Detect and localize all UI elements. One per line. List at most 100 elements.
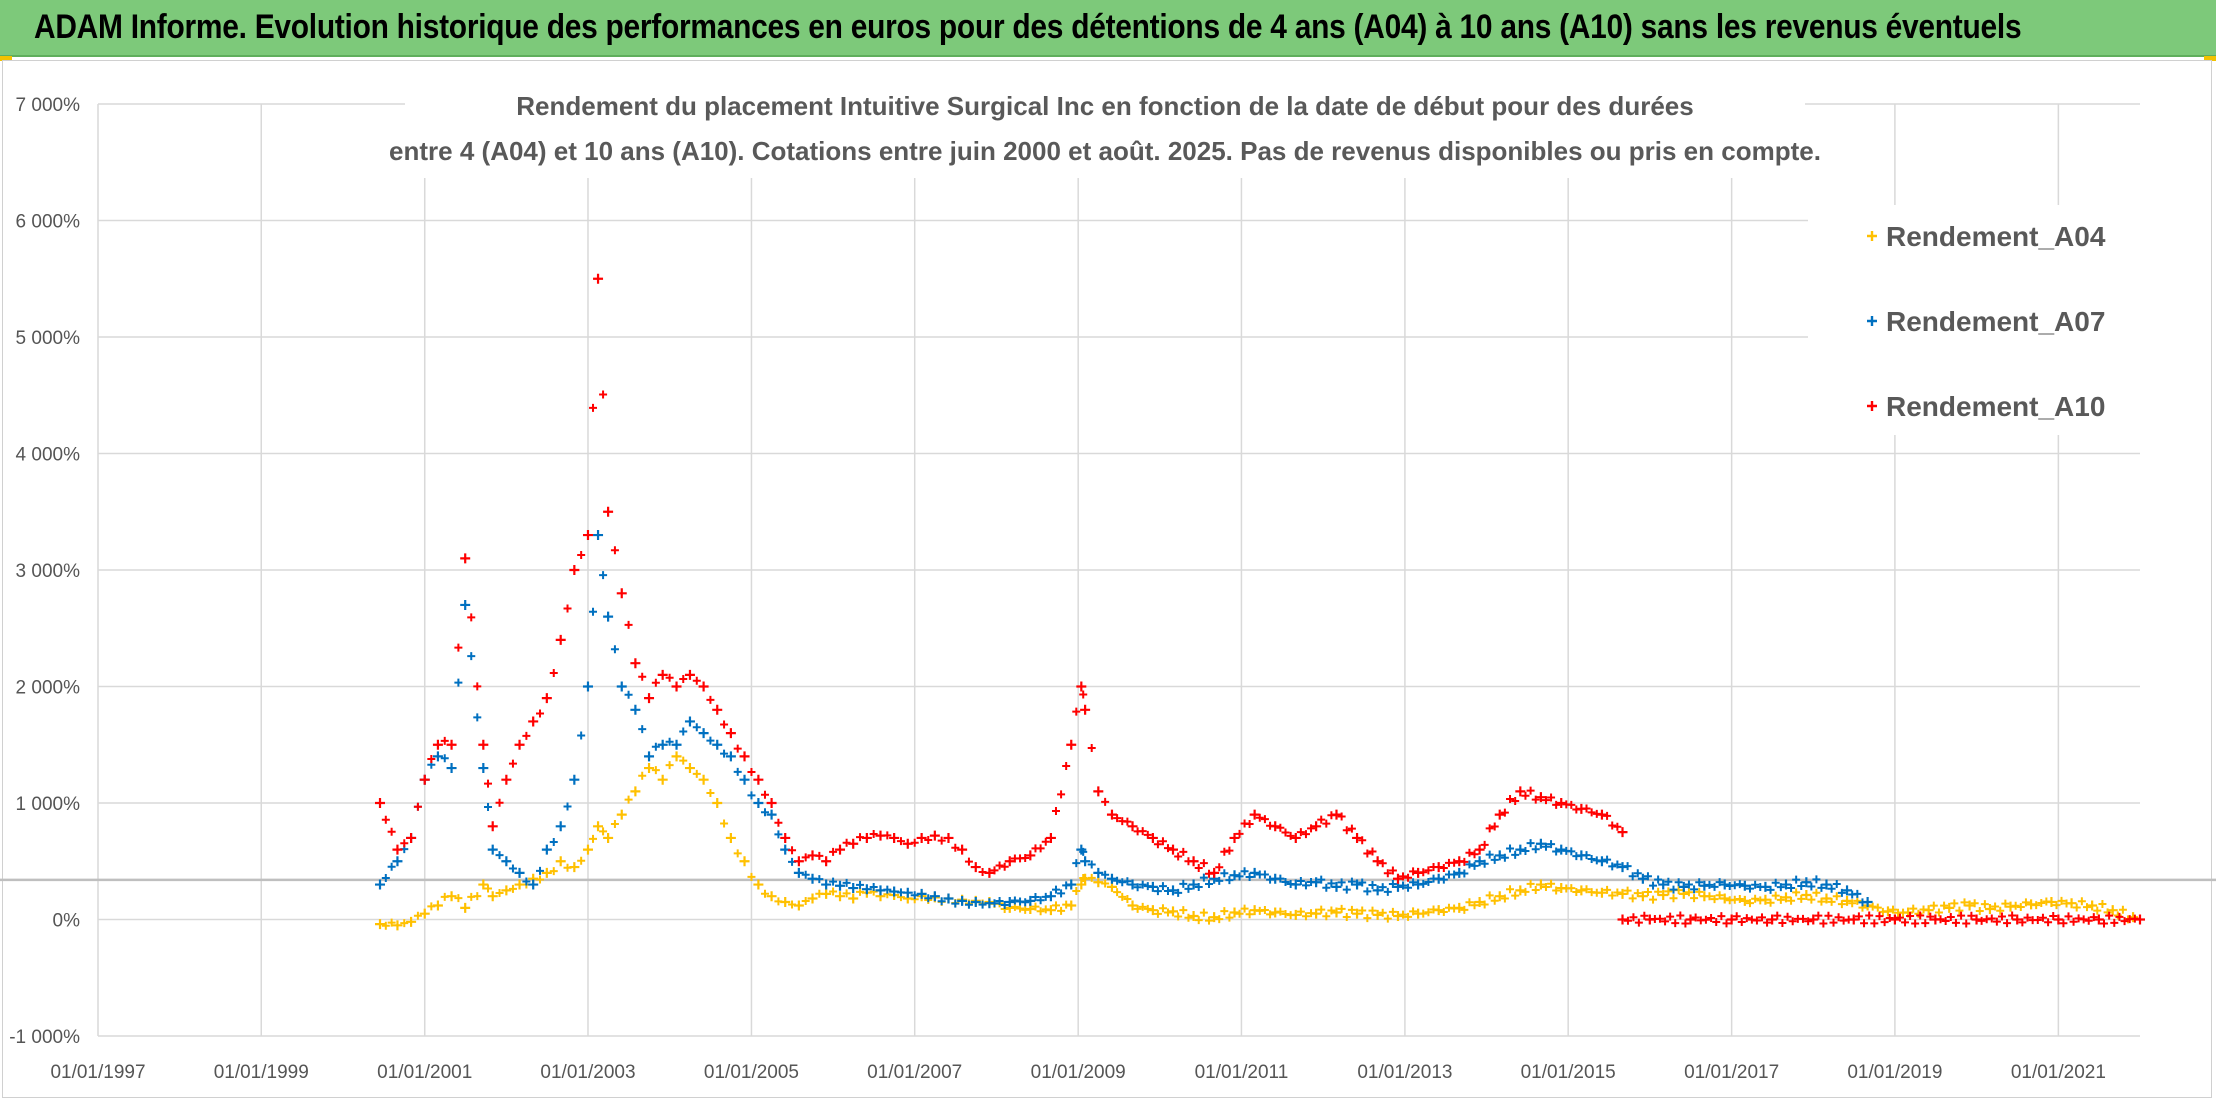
data-point: [665, 761, 674, 770]
data-point: [1596, 887, 1607, 898]
data-point: [766, 891, 777, 902]
data-point: [1158, 837, 1167, 846]
data-point: [937, 897, 946, 906]
data-point: [454, 894, 463, 903]
data-point: [549, 669, 558, 678]
data-point: [698, 681, 709, 692]
legend-marker: [1867, 401, 1877, 411]
data-point: [1792, 875, 1801, 884]
data-point: [487, 821, 498, 832]
x-tick-label: 01/01/2005: [704, 1062, 799, 1083]
data-point: [1480, 900, 1489, 909]
data-point: [1301, 912, 1310, 921]
data-point: [593, 530, 604, 541]
data-point: [2118, 905, 2127, 914]
data-point: [2023, 913, 2032, 922]
data-point: [1424, 866, 1433, 875]
data-point: [1062, 761, 1071, 770]
data-point: [2069, 917, 2078, 926]
data-point: [1719, 893, 1730, 904]
data-point: [2105, 911, 2114, 920]
data-point: [1249, 809, 1260, 820]
x-tick-label: 01/01/2019: [1847, 1062, 1942, 1083]
x-tick-label: 01/01/2015: [1521, 1062, 1616, 1083]
data-point: [1500, 853, 1509, 862]
data-point: [1199, 908, 1208, 917]
data-point: [1337, 904, 1346, 913]
data-point: [1526, 786, 1535, 795]
data-point: [432, 751, 443, 762]
data-point: [577, 550, 586, 559]
x-tick-label: 01/01/1997: [50, 1062, 145, 1083]
data-point: [1669, 885, 1678, 894]
data-point: [1460, 905, 1469, 914]
data-point: [1240, 867, 1249, 876]
data-point: [1722, 919, 1731, 928]
y-tick-label: 6 000%: [16, 212, 81, 233]
data-point: [1101, 870, 1110, 879]
data-point: [1220, 847, 1229, 856]
data-point: [1311, 908, 1322, 919]
data-point: [1909, 904, 1918, 913]
data-point: [1057, 889, 1066, 898]
data-point: [1552, 847, 1561, 856]
data-point: [1378, 883, 1387, 892]
data-point: [739, 856, 750, 867]
legend-background: [1808, 205, 2143, 435]
data-point: [720, 749, 729, 758]
data-point: [1674, 878, 1683, 887]
data-point: [1637, 891, 1648, 902]
data-point: [2052, 901, 2061, 910]
legend-marker: [1867, 231, 1877, 241]
chart-title-line-2: entre 4 (A04) et 10 ans (A10). Cotations…: [389, 136, 1821, 166]
data-point: [753, 798, 764, 808]
data-point: [630, 786, 641, 797]
x-tick-label: 01/01/2009: [1031, 1062, 1126, 1083]
data-point: [1901, 918, 1910, 927]
data-point: [467, 652, 476, 661]
data-point: [1383, 869, 1392, 878]
data-point: [1691, 913, 1700, 922]
data-point: [1322, 883, 1331, 892]
data-point: [1735, 894, 1744, 903]
data-point: [1801, 877, 1812, 888]
data-point: [1946, 913, 1955, 922]
data-point: [495, 889, 504, 898]
data-point: [1808, 914, 1819, 925]
data-point: [1705, 880, 1714, 889]
data-point: [1776, 895, 1785, 904]
data-point: [1439, 863, 1448, 872]
data-point: [1608, 891, 1617, 900]
data-point: [1347, 824, 1356, 833]
data-point: [1870, 919, 1879, 928]
data-point: [419, 908, 430, 919]
data-point: [1929, 901, 1938, 910]
y-tick-label: 1 000%: [16, 794, 81, 815]
x-tick-label: 01/01/2007: [867, 1062, 962, 1083]
data-point: [957, 895, 968, 906]
data-point: [725, 728, 736, 739]
data-point: [432, 739, 443, 750]
data-point: [1608, 821, 1617, 830]
data-point: [1977, 916, 1986, 925]
data-point: [2120, 917, 2129, 926]
data-point: [1215, 915, 1224, 924]
data-point: [2107, 905, 2118, 916]
data-point: [1617, 888, 1628, 899]
data-point: [1358, 836, 1367, 845]
data-point: [478, 739, 489, 750]
data-point: [1797, 894, 1806, 903]
data-point: [720, 720, 729, 729]
data-point: [1596, 809, 1607, 820]
data-point: [1368, 906, 1377, 915]
data-point: [1245, 910, 1254, 919]
data-point: [1992, 917, 2001, 926]
data-point: [1853, 889, 1862, 898]
data-point: [1715, 878, 1724, 887]
data-point: [984, 867, 995, 878]
data-point: [1404, 873, 1413, 882]
data-point: [1535, 879, 1546, 890]
data-point: [1889, 905, 1897, 914]
data-point: [1745, 899, 1754, 908]
data-point: [1138, 827, 1147, 836]
